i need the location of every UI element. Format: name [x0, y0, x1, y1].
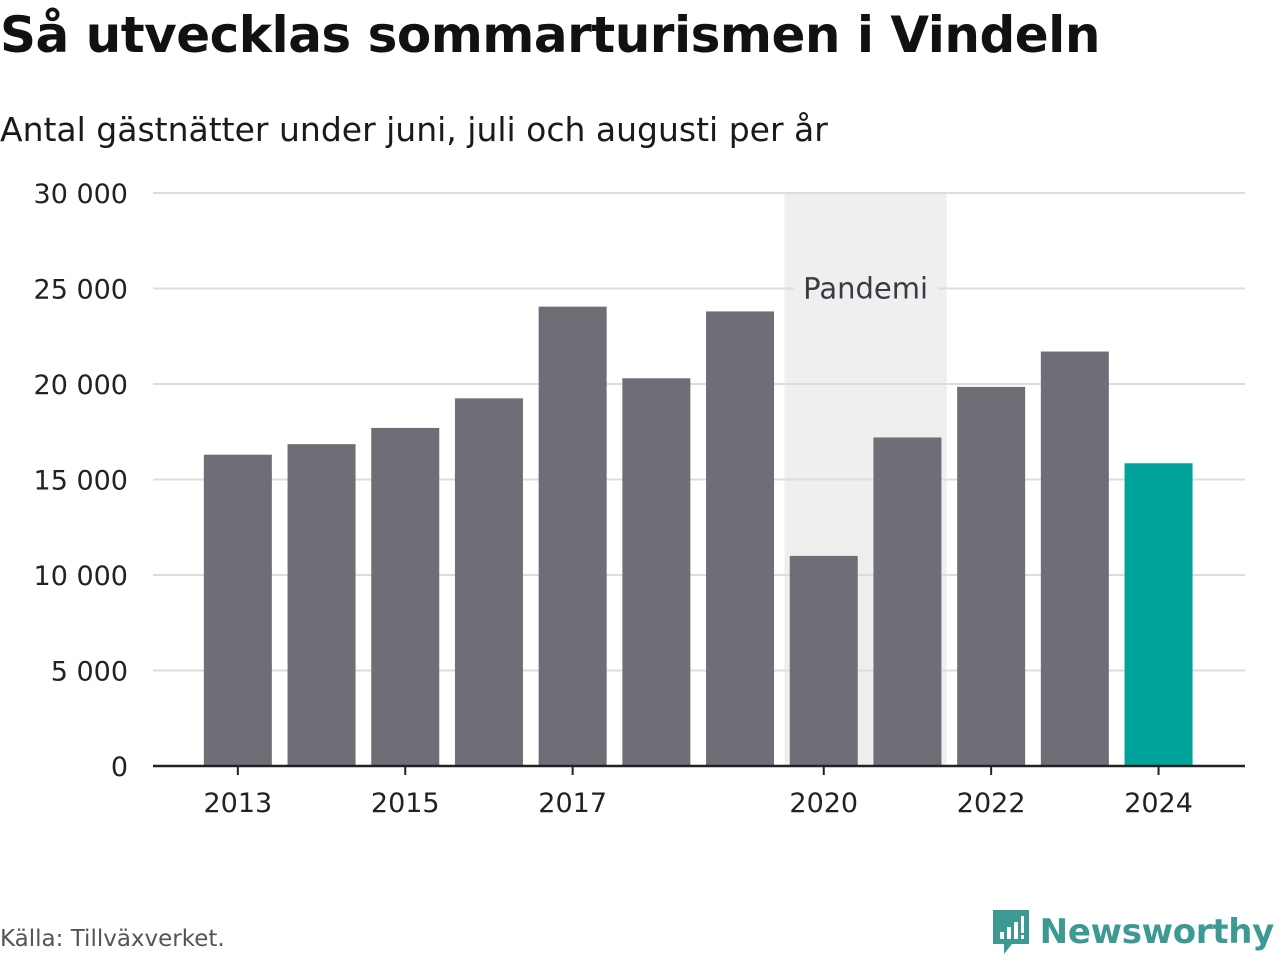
newsworthy-logo-icon [992, 910, 1029, 954]
bar-2018 [622, 378, 691, 766]
axes [153, 764, 1245, 775]
bar-2015 [371, 427, 440, 766]
bar-2013 [203, 454, 272, 766]
bar-chart: 0 5 000 10 000 15 000 20 000 25 000 30 000 Pand… [34, 179, 1245, 819]
pandemic-label: Pandemi [803, 272, 928, 306]
brand[interactable]: Newsworthy [990, 908, 1274, 956]
bar-2020 [789, 555, 858, 766]
bar-2021 [873, 437, 942, 766]
bar-2024 [1124, 463, 1193, 766]
y-tick-label: 0 [111, 752, 128, 783]
x-tick-label: 2020 [789, 788, 858, 819]
bar-2019 [706, 311, 775, 766]
y-tick-label: 20 000 [34, 370, 128, 401]
bar-2016 [454, 398, 523, 766]
bar-2014 [287, 444, 356, 766]
y-tick-label: 10 000 [34, 561, 128, 592]
bars [203, 306, 1193, 766]
chart-subtitle: Antal gästnätter under juni, juli och au… [0, 110, 828, 149]
source-note: Källa: Tillväxverket. [0, 926, 225, 952]
tick-labels: 0 5 000 10 000 15 000 20 000 25 000 30 000 Pand… [34, 179, 1193, 819]
bar-2017 [538, 306, 607, 766]
x-tick-label: 2017 [538, 788, 607, 819]
pandemic-label-backing [793, 268, 938, 309]
x-tick-label: 2015 [371, 788, 440, 819]
y-tick-label: 25 000 [34, 275, 128, 306]
x-tick-label: 2022 [957, 788, 1026, 819]
x-tick-label: 2013 [203, 788, 272, 819]
y-tick-label: 5 000 [51, 657, 128, 688]
brand-name: Newsworthy [1039, 912, 1275, 952]
x-tick-label: 2024 [1124, 788, 1193, 819]
y-tick-label: 15 000 [34, 466, 128, 497]
bar-2022 [957, 386, 1026, 766]
y-tick-label: 30 000 [34, 179, 128, 210]
chart-title: Så utvecklas sommarturismen i Vindeln [0, 6, 1100, 64]
bar-2023 [1040, 351, 1109, 766]
